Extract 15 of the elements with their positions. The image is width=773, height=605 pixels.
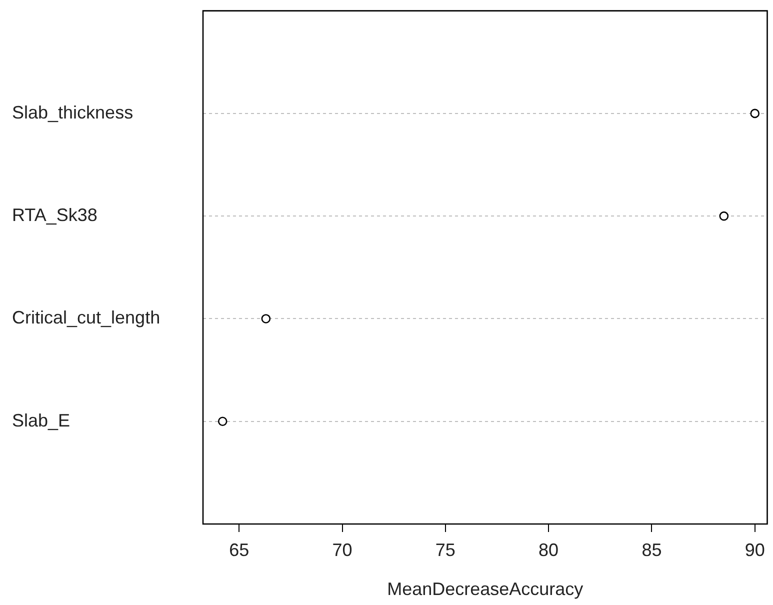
point: [261, 314, 271, 324]
y-tick-label: Critical_cut_length: [12, 308, 160, 328]
x-tick-label: 85: [642, 540, 662, 560]
x-tick-label: 70: [332, 540, 352, 560]
y-tick-label: RTA_Sk38: [12, 205, 98, 226]
point: [719, 211, 729, 221]
x-tick-label: 90: [744, 540, 765, 560]
x-tick-label: 65: [229, 540, 250, 560]
point: [218, 416, 228, 426]
y-tick-label: Slab_E: [12, 410, 70, 430]
point: [750, 108, 760, 118]
x-axis-title: MeanDecreaseAccuracy: [387, 579, 584, 600]
x-tick-label: 75: [435, 540, 456, 560]
x-tick-label: 80: [538, 540, 559, 560]
y-tick-label: Slab_thickness: [12, 102, 134, 122]
